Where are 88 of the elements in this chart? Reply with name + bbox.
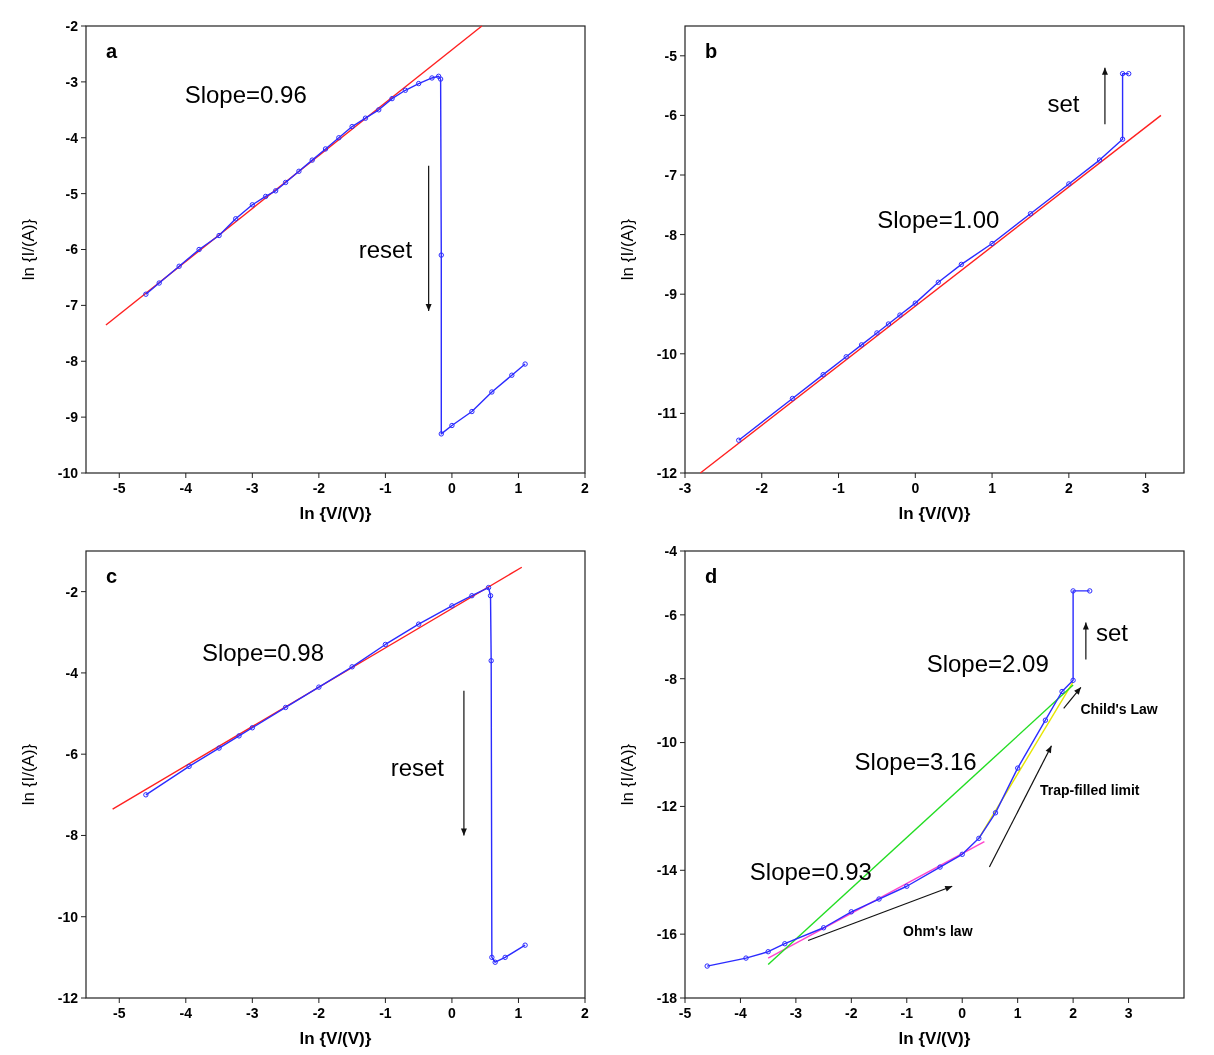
y-tick-label: -9 [664, 286, 678, 303]
annotation: Slope=1.00 [877, 206, 1000, 234]
y-axis-title: ln {I/(A)} [19, 743, 38, 806]
x-tick-label: 1 [988, 480, 997, 496]
annotation: Child's Law [1080, 700, 1158, 717]
y-tick-label: -6 [664, 107, 678, 124]
y-tick-label: -10 [57, 908, 79, 925]
y-tick-label: -7 [664, 166, 678, 183]
y-tick-label: -2 [65, 583, 79, 600]
x-tick-label: -2 [312, 480, 326, 496]
x-tick-label: 2 [1064, 480, 1073, 496]
x-tick-label: -5 [113, 1005, 126, 1021]
x-tick-label: 1 [514, 480, 523, 496]
x-tick-label: 2 [1069, 1005, 1078, 1021]
annotation: Ohm's law [903, 922, 973, 939]
annotation: Slope=0.96 [184, 80, 307, 108]
y-tick-label: -12 [656, 798, 678, 815]
x-axis-title: ln {V/(V)} [299, 504, 372, 523]
x-tick-label: -4 [179, 1005, 193, 1021]
y-axis-title: ln {I/(A)} [19, 218, 38, 281]
y-tick-label: -5 [65, 185, 79, 202]
y-tick-label: -11 [657, 405, 678, 422]
text: b [705, 40, 718, 62]
y-tick-label: -10 [656, 345, 678, 362]
y-tick-label: -10 [656, 734, 678, 751]
y-tick-label: -4 [664, 542, 678, 559]
annotation: reset [358, 235, 413, 263]
x-tick-label: -4 [179, 480, 193, 496]
x-tick-label: 0 [448, 1005, 457, 1021]
y-tick-label: -6 [65, 746, 79, 763]
x-tick-label: -5 [113, 480, 126, 496]
x-tick-label: -5 [678, 1005, 692, 1021]
x-tick-label: -3 [678, 480, 692, 496]
y-tick-label: -4 [65, 129, 79, 146]
annotation: Slope=0.98 [201, 638, 325, 666]
x-axis-title: ln {V/(V)} [898, 1029, 971, 1048]
x-tick-label: -4 [734, 1005, 747, 1021]
x-tick-label: -1 [900, 1005, 914, 1021]
y-tick-label: -7 [65, 297, 79, 314]
y-tick-label: -3 [65, 73, 79, 90]
y-tick-label: -12 [656, 464, 678, 481]
y-axis-title: ln {I/(A)} [618, 743, 637, 806]
x-tick-label: 0 [448, 480, 457, 496]
y-tick-label: -16 [656, 926, 678, 943]
x-tick-label: 0 [911, 480, 920, 496]
text: d [705, 565, 718, 587]
x-tick-label: 3 [1124, 1005, 1133, 1021]
y-tick-label: -6 [65, 241, 79, 258]
annotation: set [1095, 618, 1129, 646]
y-tick-label: -8 [65, 353, 79, 370]
x-tick-label: -2 [312, 1005, 326, 1021]
annotation: Trap-filled limit [1039, 782, 1140, 799]
x-tick-label: -3 [246, 1005, 259, 1021]
x-tick-label: 1 [514, 1005, 523, 1021]
x-tick-label: -1 [832, 480, 845, 496]
text: a [106, 40, 118, 62]
annotation: Slope=0.93 [749, 858, 872, 886]
y-tick-label: -12 [57, 989, 79, 1006]
y-tick-label: -8 [664, 226, 678, 243]
x-tick-label: 0 [958, 1005, 967, 1021]
x-tick-label: -3 [789, 1005, 803, 1021]
y-tick-label: -9 [65, 409, 79, 426]
x-axis-title: ln {V/(V)} [299, 1029, 372, 1048]
y-tick-label: -14 [656, 862, 678, 879]
y-tick-label: -10 [57, 464, 79, 481]
x-tick-label: -2 [755, 480, 769, 496]
y-axis-title: ln {I/(A)} [618, 218, 637, 281]
x-tick-label: 1 [1013, 1005, 1022, 1021]
annotation: Slope=3.16 [854, 748, 977, 776]
y-tick-label: -5 [664, 47, 678, 64]
y-tick-label: -18 [656, 989, 678, 1006]
y-tick-label: -6 [664, 606, 678, 623]
x-tick-label: -2 [845, 1005, 858, 1021]
x-tick-label: 2 [581, 1005, 590, 1021]
text: c [106, 565, 118, 587]
y-tick-label: -4 [65, 664, 79, 681]
annotation: reset [390, 753, 445, 781]
x-tick-label: -3 [246, 480, 259, 496]
annotation: Slope=2.09 [926, 650, 1049, 678]
y-tick-label: -8 [65, 827, 79, 844]
x-axis-title: ln {V/(V)} [898, 504, 971, 523]
annotation: set [1047, 89, 1080, 117]
y-tick-label: -2 [65, 17, 79, 34]
x-tick-label: -1 [379, 480, 392, 496]
y-tick-label: -8 [664, 670, 678, 687]
x-tick-label: 2 [581, 480, 590, 496]
x-tick-label: 3 [1141, 480, 1150, 496]
x-tick-label: -1 [379, 1005, 392, 1021]
